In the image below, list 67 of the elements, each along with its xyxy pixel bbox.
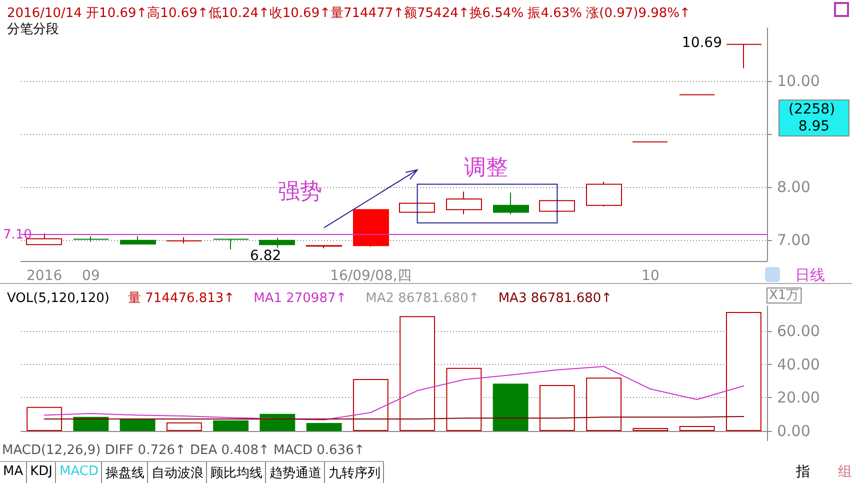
y-tick-label: 7.00 [777, 230, 810, 249]
bar [213, 420, 249, 431]
annotation: 6.82 [250, 248, 282, 264]
candlestick [259, 237, 295, 248]
text: MA3 86781.680↑ [498, 291, 612, 306]
candlestick [446, 191, 482, 215]
text: 顾比均线 [207, 462, 266, 483]
x-tick-label: 16/09/08,四 [330, 268, 412, 284]
text: 量 714476.813↑ [128, 291, 235, 306]
bar [120, 419, 156, 431]
chart-title: 2016/10/14 开10.69↑高10.69↑低10.24↑收10.69↑量714477↑额75424↑换6.54% 振4.63% 涨(0.97)9.98%↑ [7, 5, 690, 21]
annotation: 调整 [464, 156, 508, 180]
annotation: 强势 [278, 180, 322, 204]
bar [539, 385, 575, 431]
text: MA [0, 462, 28, 483]
text: 趋势通道 [266, 462, 326, 483]
candlestick [353, 209, 389, 248]
bar [492, 384, 528, 431]
candlestick [166, 236, 202, 244]
bar [632, 428, 668, 431]
chart-title: VOL(5,120,120) [7, 291, 110, 306]
candlestick [306, 244, 342, 249]
bar [260, 414, 296, 431]
bar [73, 416, 109, 431]
y-tick-label: 8.00 [777, 178, 810, 196]
y-tick-label: 40.00 [777, 355, 820, 374]
bar [400, 316, 436, 431]
bar [166, 422, 202, 431]
x-tick-label: 10 [642, 268, 660, 284]
y-tick-label: 0.00 [777, 422, 810, 440]
bar [586, 378, 622, 431]
y-tick-label: 20.00 [777, 388, 820, 407]
chart-subtitle: 分笔分段 [7, 22, 59, 37]
line-series [44, 366, 744, 420]
bar [679, 426, 715, 431]
x-tick-label: 09 [82, 268, 100, 284]
text: MACD(12,26,9) DIFF 0.726↑ DEA 0.408↑ MACD 0.636↑ [2, 443, 365, 458]
bar [352, 379, 388, 431]
candlestick [539, 200, 575, 213]
text: MA1 270987↑ [254, 291, 347, 306]
text: 组 [838, 463, 852, 481]
candlestick [399, 202, 435, 214]
text: 自动波浪 [148, 462, 208, 483]
y-axis-title: X1万 [769, 288, 800, 303]
text: 日线 [795, 266, 825, 284]
text: KDJ [27, 462, 56, 483]
y-tick-label: 10.00 [777, 72, 820, 90]
candlestick [586, 181, 622, 207]
candlestick [493, 192, 529, 215]
x-tick-label: 2016 [26, 268, 62, 284]
annotation: 10.69 [682, 35, 722, 51]
bar [446, 368, 482, 431]
candlestick [120, 236, 156, 245]
text: 九转序列 [325, 462, 384, 483]
ref-line-label: 7.10 [3, 228, 32, 243]
text: 指 [796, 463, 810, 481]
legend-label: MA2 86781.680↑ [366, 291, 480, 306]
candlestick [213, 238, 249, 250]
bar [306, 423, 342, 431]
bar [26, 406, 62, 431]
text: 操盘线 [102, 462, 148, 483]
candlestick [726, 44, 762, 69]
candlestick [73, 236, 109, 242]
y-tick-label: 60.00 [777, 322, 820, 340]
text: (2258) 8.95 [788, 102, 840, 134]
text: MACD [56, 462, 102, 483]
bar [726, 312, 762, 431]
